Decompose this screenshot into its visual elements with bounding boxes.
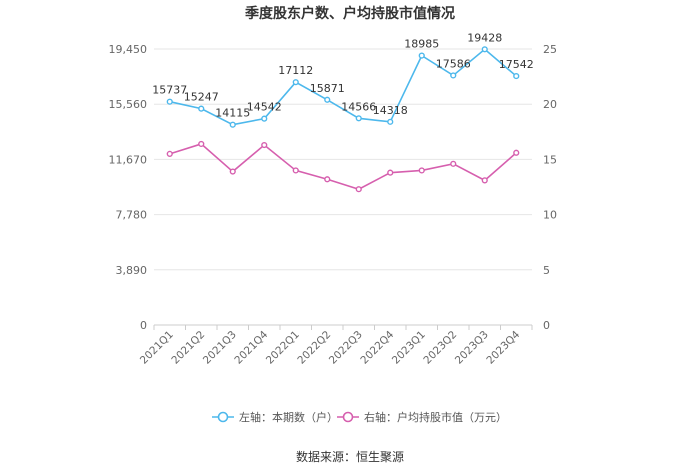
x-tick-label: 2021Q4 — [232, 328, 270, 366]
left-tick-label: 11,670 — [109, 153, 148, 166]
data-point-2[interactable] — [513, 149, 520, 156]
x-tick-label: 2021Q1 — [138, 329, 176, 367]
data-point-2[interactable] — [355, 186, 362, 193]
legend-marker — [342, 411, 354, 423]
x-tick-label: 2021Q3 — [201, 329, 239, 367]
data-point-1[interactable] — [418, 52, 425, 59]
legend-item-2[interactable]: 右轴：户均持股市值（万元） — [337, 410, 507, 424]
data-label: 14115 — [215, 107, 250, 120]
data-label: 17542 — [499, 58, 534, 71]
data-point-2[interactable] — [324, 176, 331, 183]
right-axis: 0 5 10 15 20 25 — [543, 43, 557, 332]
x-tick-label: 2022Q4 — [358, 328, 396, 366]
data-label: 14566 — [341, 100, 376, 113]
data-label: 14318 — [373, 104, 408, 117]
left-tick-label: 7,780 — [116, 209, 148, 222]
data-point-2[interactable] — [261, 141, 268, 149]
data-point-2[interactable] — [481, 177, 488, 184]
x-tick-label: 2021Q2 — [169, 329, 207, 367]
x-tick-label: 2022Q1 — [264, 329, 302, 367]
right-tick-label: 0 — [543, 319, 550, 332]
right-tick-label: 20 — [543, 98, 557, 111]
legend-label: 右轴：户均持股市值（万元） — [364, 410, 507, 424]
data-label: 17586 — [436, 57, 471, 70]
left-tick-label: 19,450 — [109, 43, 148, 56]
data-point-2[interactable] — [198, 140, 205, 148]
x-tick-label: 2023Q2 — [421, 329, 459, 367]
left-tick-label: 15,560 — [109, 98, 148, 111]
series-line-1 — [169, 48, 517, 126]
left-tick-label: 0 — [140, 319, 147, 332]
legend-marker — [217, 411, 229, 423]
x-tick-label: 2023Q4 — [484, 328, 522, 366]
data-point-1[interactable] — [261, 115, 268, 122]
data-point-1[interactable] — [292, 79, 299, 86]
data-point-2[interactable] — [418, 167, 425, 174]
data-point-2[interactable] — [450, 160, 457, 167]
right-tick-label: 5 — [543, 264, 550, 277]
data-label: 19428 — [467, 31, 502, 44]
data-source-note: 数据来源：恒生聚源 — [296, 449, 404, 464]
data-label: 15737 — [152, 84, 187, 97]
left-axis: 0 3,890 7,780 11,670 15,560 19,450 — [109, 43, 148, 332]
data-point-1[interactable] — [166, 98, 173, 105]
data-point-1[interactable] — [450, 72, 457, 79]
chart-title: 季度股东户数、户均持股市值情况 — [244, 5, 455, 22]
data-point-1[interactable] — [513, 72, 520, 80]
x-tick-label: 2022Q3 — [327, 329, 365, 367]
data-point-1[interactable] — [387, 118, 394, 125]
data-label: 15247 — [184, 91, 219, 104]
right-tick-label: 15 — [543, 153, 557, 166]
data-point-1[interactable] — [198, 105, 205, 112]
data-point-2[interactable] — [292, 167, 299, 174]
data-point-1[interactable] — [481, 46, 488, 53]
x-axis: 2021Q12021Q22021Q32021Q42022Q12022Q22022… — [138, 325, 533, 367]
data-label: 18985 — [404, 38, 439, 51]
series-line-2 — [169, 143, 517, 191]
right-tick-label: 10 — [543, 209, 557, 222]
left-tick-label: 3,890 — [116, 264, 148, 277]
data-point-2[interactable] — [166, 150, 173, 157]
right-tick-label: 25 — [543, 43, 557, 56]
data-label: 14542 — [247, 101, 282, 114]
data-point-1[interactable] — [355, 115, 362, 122]
data-label: 17112 — [278, 64, 313, 77]
legend-item-1[interactable]: 左轴：本期数（户） — [212, 410, 338, 424]
x-tick-label: 2023Q3 — [453, 329, 491, 367]
legend[interactable]: 左轴：本期数（户） 右轴：户均持股市值（万元） — [212, 410, 507, 424]
data-point-2[interactable] — [387, 169, 394, 176]
data-point-1[interactable] — [229, 121, 236, 128]
data-point-1[interactable] — [324, 96, 331, 103]
legend-label: 左轴：本期数（户） — [239, 410, 338, 424]
x-tick-label: 2023Q1 — [390, 329, 428, 367]
data-point-2[interactable] — [229, 168, 236, 175]
data-label: 15871 — [310, 82, 345, 95]
x-tick-label: 2022Q2 — [295, 329, 333, 367]
